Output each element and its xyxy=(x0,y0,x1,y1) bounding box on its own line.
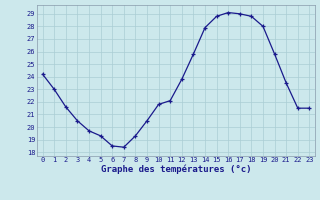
X-axis label: Graphe des températures (°c): Graphe des températures (°c) xyxy=(101,165,251,174)
